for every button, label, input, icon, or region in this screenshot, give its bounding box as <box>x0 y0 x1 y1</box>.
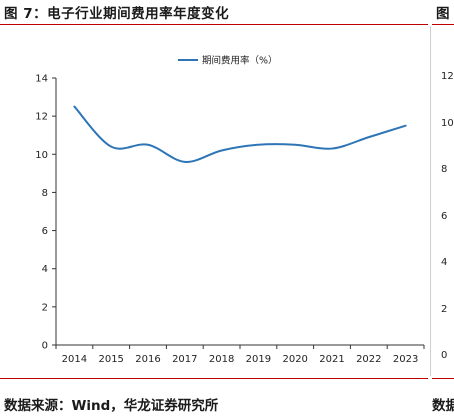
right-y-tick-label: 10 <box>441 117 454 129</box>
x-tick-label: 2023 <box>393 354 418 365</box>
right-y-tick-label: 0 <box>441 350 448 361</box>
source-rule <box>0 378 428 379</box>
y-tick-label: 4 <box>42 264 48 275</box>
x-tick-label: 2021 <box>319 354 344 365</box>
panel-divider <box>430 26 431 376</box>
right-y-tick-label: 8 <box>441 164 448 175</box>
y-tick-label: 14 <box>35 74 48 85</box>
next-chart-title-fragment: 图 <box>436 6 450 22</box>
y-tick-label: 12 <box>35 112 48 123</box>
x-tick-label: 2019 <box>246 354 271 365</box>
legend-label: 期间费用率（%） <box>202 55 278 67</box>
source-note: 数据来源：Wind，华龙证券研究所 <box>4 398 219 414</box>
source-rule-right <box>432 378 454 379</box>
x-tick-label: 2016 <box>135 354 160 365</box>
header-rule-right <box>432 24 454 25</box>
series-line-expense-ratio <box>73 105 407 163</box>
right-y-tick-label: 12 <box>441 71 454 82</box>
x-tick-label: 2017 <box>172 354 197 365</box>
x-tick-label: 2020 <box>282 354 307 365</box>
legend: 期间费用率（%） <box>178 55 278 67</box>
y-tick-label: 6 <box>42 226 48 237</box>
y-tick-label: 0 <box>42 341 48 352</box>
x-tick-label: 2018 <box>209 354 234 365</box>
header-rule <box>0 24 428 25</box>
right-y-tick-label: 6 <box>441 210 448 222</box>
next-source-fragment: 数据 <box>432 398 454 414</box>
y-tick-label: 10 <box>35 150 48 161</box>
right-y-tick-label: 4 <box>441 257 448 268</box>
right-y-tick-label: 2 <box>441 303 448 315</box>
y-tick-label: 2 <box>42 302 48 313</box>
y-tick-label: 8 <box>42 188 48 199</box>
chart-title: 图 7：电子行业期间费用率年度变化 <box>4 6 230 22</box>
y-ticks: 0 2 4 6 8 10 12 14 <box>35 74 56 352</box>
x-tick-label: 2022 <box>356 354 381 365</box>
x-tick-label: 2014 <box>62 354 87 365</box>
x-tick-label: 2015 <box>98 354 123 365</box>
x-ticks: 2014 2015 2016 2017 2018 2019 2020 2021 2022 2023 <box>55 345 425 365</box>
